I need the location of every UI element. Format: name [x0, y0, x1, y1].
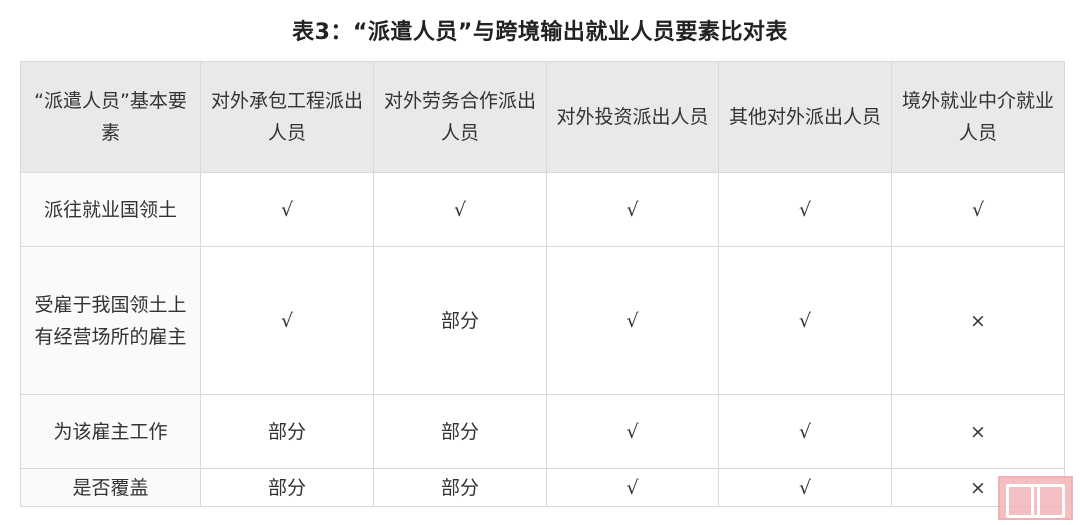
- row-label: 为该雇主工作: [20, 394, 201, 469]
- table-cell: √: [718, 172, 892, 247]
- table-cell: √: [546, 172, 719, 247]
- table-row: 为该雇主工作 部分 部分 √ √ ×: [20, 394, 1065, 469]
- table-cell: ×: [891, 246, 1065, 395]
- table-row: 受雇于我国领土上有经营场所的雇主 √ 部分 √ √ ×: [20, 246, 1065, 395]
- table-cell: √: [546, 246, 719, 395]
- header-cell: “派遣人员”基本要素: [20, 61, 201, 173]
- table-cell: 部分: [373, 468, 547, 507]
- row-label: 受雇于我国领土上有经营场所的雇主: [20, 246, 201, 395]
- table-cell: √: [200, 246, 374, 395]
- table-row: 是否覆盖 部分 部分 √ √ ×: [20, 468, 1065, 507]
- header-cell: 其他对外派出人员: [718, 61, 892, 173]
- table-cell: √: [373, 172, 547, 247]
- header-row: “派遣人员”基本要素 对外承包工程派出人员 对外劳务合作派出人员 对外投资派出人…: [20, 61, 1065, 173]
- table-cell: √: [546, 468, 719, 507]
- table-cell: ×: [891, 394, 1065, 469]
- table-cell: 部分: [373, 394, 547, 469]
- table-cell: √: [718, 246, 892, 395]
- table-cell: √: [546, 394, 719, 469]
- header-cell: 境外就业中介就业人员: [891, 61, 1065, 173]
- header-cell: 对外投资派出人员: [546, 61, 719, 173]
- header-cell: 对外劳务合作派出人员: [373, 61, 547, 173]
- table-title: 表3：“派遣人员”与跨境输出就业人员要素比对表: [292, 20, 788, 45]
- seal-stamp: [998, 476, 1073, 520]
- row-label: 派往就业国领土: [20, 172, 201, 247]
- table-cell: 部分: [200, 468, 374, 507]
- table-cell: 部分: [373, 246, 547, 395]
- row-label: 是否覆盖: [20, 468, 201, 507]
- header-cell: 对外承包工程派出人员: [200, 61, 374, 173]
- table-cell: 部分: [200, 394, 374, 469]
- table-cell: √: [200, 172, 374, 247]
- table-cell: √: [718, 394, 892, 469]
- table-cell: √: [891, 172, 1065, 247]
- table-cell: √: [718, 468, 892, 507]
- table-row: 派往就业国领土 √ √ √ √ √: [20, 172, 1065, 247]
- comparison-table: “派遣人员”基本要素 对外承包工程派出人员 对外劳务合作派出人员 对外投资派出人…: [20, 61, 1065, 507]
